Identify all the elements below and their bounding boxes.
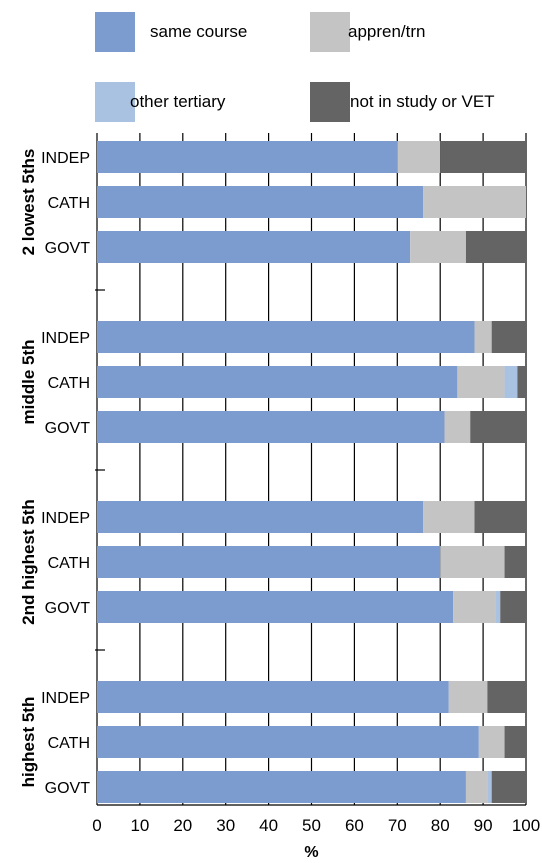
- bar-segment-1-1-3: [517, 366, 526, 398]
- bar-segment-2-0-1: [423, 501, 475, 533]
- bar-segment-3-1-1: [478, 726, 505, 758]
- bar-segment-1-1-1: [457, 366, 505, 398]
- x-tick-label: 90: [474, 816, 493, 835]
- bar-segment-3-1-3: [504, 726, 526, 758]
- x-axis-label: %: [304, 844, 318, 861]
- legend-swatch-appren-trn: [310, 12, 350, 52]
- bar-segment-2-2-2: [495, 591, 501, 623]
- bar-label: CATH: [48, 555, 90, 572]
- legend-swatch-same-course: [95, 12, 135, 52]
- bar-segment-1-0-3: [491, 321, 526, 353]
- bar-segment-1-0-0: [97, 321, 475, 353]
- x-tick-label: 50: [302, 816, 321, 835]
- legend-label-other-tertiary: other tertiary: [130, 92, 226, 111]
- bar-label: CATH: [48, 375, 90, 392]
- bar-label: INDEP: [41, 330, 90, 347]
- legend-label-not-in-study: not in study or VET: [350, 92, 495, 111]
- bar-segment-3-0-0: [97, 681, 449, 713]
- x-tick-label: 100: [512, 816, 540, 835]
- bar-label: GOVT: [45, 240, 91, 257]
- bar-segment-3-2-1: [465, 771, 488, 803]
- group-label: 2 lowest 5ths: [19, 149, 38, 256]
- bar-label: CATH: [48, 735, 90, 752]
- bar-segment-0-1-1: [423, 186, 526, 218]
- bar-segment-3-0-1: [448, 681, 488, 713]
- bar-segment-0-2-0: [97, 231, 411, 263]
- bar-segment-2-0-0: [97, 501, 424, 533]
- legend-swatch-not-in-study: [310, 82, 350, 122]
- bar-segment-1-2-1: [444, 411, 471, 443]
- bar-segment-1-0-1: [474, 321, 492, 353]
- bar-segment-1-2-0: [97, 411, 445, 443]
- bar-segment-3-0-3: [487, 681, 526, 713]
- bar-segment-0-2-1: [410, 231, 466, 263]
- bar-segment-3-2-2: [487, 771, 492, 803]
- x-tick-label: 20: [173, 816, 192, 835]
- bar-segment-3-1-0: [97, 726, 479, 758]
- bar-segment-3-2-0: [97, 771, 466, 803]
- x-tick-label: 60: [345, 816, 364, 835]
- bar-label: GOVT: [45, 600, 91, 617]
- group-label: middle 5th: [19, 339, 38, 424]
- group-label: highest 5th: [19, 697, 38, 788]
- bar-label: GOVT: [45, 420, 91, 437]
- bar-segment-0-0-0: [97, 141, 398, 173]
- bar-segment-2-1-0: [97, 546, 441, 578]
- bar-segment-0-1-0: [97, 186, 424, 218]
- legend-swatch-other-tertiary: [95, 82, 135, 122]
- bar-label: GOVT: [45, 780, 91, 797]
- bar-segment-1-1-2: [504, 366, 518, 398]
- bar-label: INDEP: [41, 510, 90, 527]
- bar-segment-2-2-3: [500, 591, 526, 623]
- bar-label: CATH: [48, 195, 90, 212]
- bar-segment-2-2-0: [97, 591, 454, 623]
- x-tick-label: 0: [92, 816, 101, 835]
- bar-segment-0-2-3: [465, 231, 526, 263]
- bar-segment-1-1-0: [97, 366, 458, 398]
- x-tick-label: 80: [431, 816, 450, 835]
- x-tick-label: 70: [388, 816, 407, 835]
- bar-segment-2-0-3: [474, 501, 526, 533]
- x-tick-label: 10: [130, 816, 149, 835]
- bar-segment-1-2-3: [470, 411, 526, 443]
- legend-label-same-course: same course: [150, 22, 248, 41]
- x-tick-label: 40: [259, 816, 278, 835]
- group-label: 2nd highest 5th: [19, 499, 38, 625]
- bar-segment-3-2-3: [491, 771, 526, 803]
- bar-segment-2-1-1: [440, 546, 505, 578]
- bar-label: INDEP: [41, 150, 90, 167]
- legend-label-appren-trn: appren/trn: [348, 22, 426, 41]
- bar-segment-0-0-3: [440, 141, 526, 173]
- x-tick-label: 30: [216, 816, 235, 835]
- bar-segment-2-1-3: [504, 546, 526, 578]
- bar-segment-0-0-1: [397, 141, 441, 173]
- bar-segment-2-2-1: [453, 591, 496, 623]
- bar-label: INDEP: [41, 690, 90, 707]
